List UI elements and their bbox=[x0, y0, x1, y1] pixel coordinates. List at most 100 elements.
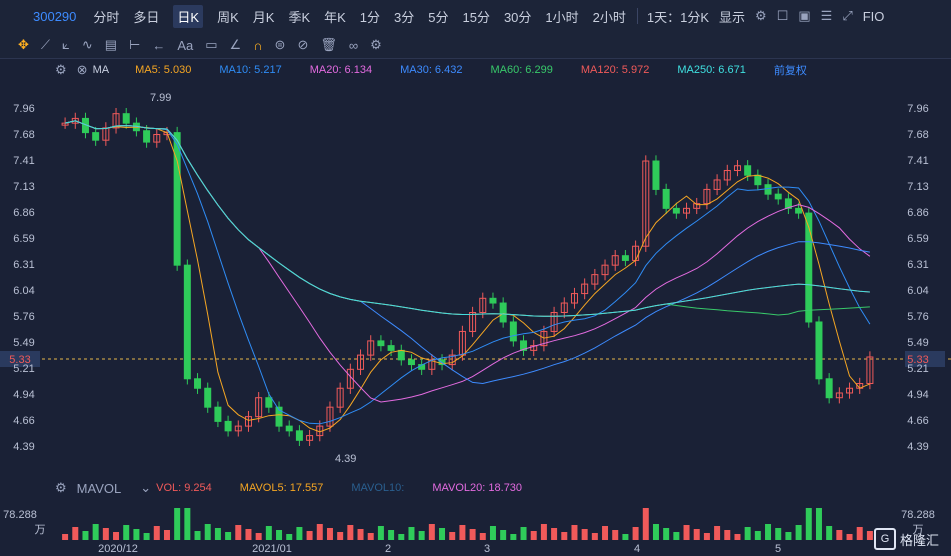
price-axis-right: 7.96 7.68 7.41 7.13 6.86 6.59 6.31 6.04 5.76 5.49… bbox=[907, 103, 928, 453]
candle-body bbox=[816, 322, 822, 379]
volume-bar bbox=[174, 508, 180, 540]
candle-body bbox=[622, 256, 628, 261]
mavol5-value: MAVOL5: 17.557 bbox=[240, 482, 324, 494]
volume-bar bbox=[327, 528, 333, 540]
volume-bar bbox=[684, 525, 690, 540]
watermark: G 格隆汇 bbox=[874, 528, 939, 550]
candle-body bbox=[398, 350, 404, 359]
price-tick-right: 4.94 bbox=[907, 389, 928, 401]
volume-bar bbox=[500, 530, 506, 540]
volume-bar bbox=[622, 534, 628, 540]
volume-bar bbox=[388, 530, 394, 540]
volume-bar bbox=[551, 528, 557, 540]
price-tick-left: 7.41 bbox=[13, 155, 34, 167]
candle-body bbox=[184, 265, 190, 379]
date-tick: 4 bbox=[634, 543, 640, 555]
volume-bar bbox=[673, 532, 679, 540]
volume-bar bbox=[184, 508, 190, 540]
volume-bar bbox=[195, 531, 201, 540]
price-tick-left: 5.76 bbox=[13, 311, 34, 323]
volume-bars bbox=[62, 508, 873, 540]
volume-bar bbox=[867, 531, 873, 540]
volume-bar bbox=[755, 531, 761, 540]
volume-bar bbox=[439, 528, 445, 540]
candle-body bbox=[653, 161, 659, 189]
candle-body bbox=[490, 298, 496, 303]
volume-bar bbox=[82, 531, 88, 540]
volume-bar bbox=[215, 528, 221, 540]
volume-bar bbox=[571, 525, 577, 540]
date-axis: 2020/12 2021/01 2 3 4 5 bbox=[98, 543, 781, 555]
price-tick-left: 6.31 bbox=[13, 259, 34, 271]
volume-bar bbox=[653, 524, 659, 540]
price-tick-left: 5.49 bbox=[13, 337, 34, 349]
candle-body bbox=[205, 388, 211, 407]
price-tick-right: 5.21 bbox=[907, 363, 928, 375]
volume-bar bbox=[449, 532, 455, 540]
date-tick: 2020/12 bbox=[98, 543, 138, 555]
volume-bar bbox=[317, 524, 323, 540]
candle-body bbox=[796, 208, 802, 213]
vol-value: VOL: 9.254 bbox=[156, 482, 212, 494]
volume-bar bbox=[643, 508, 649, 540]
candle-body bbox=[755, 175, 761, 184]
volume-bar bbox=[419, 531, 425, 540]
volume-bar bbox=[714, 526, 720, 540]
date-tick: 3 bbox=[484, 543, 490, 555]
price-tick-left: 4.94 bbox=[13, 389, 34, 401]
volume-bar bbox=[816, 508, 822, 540]
volume-bar bbox=[857, 527, 863, 540]
price-tick-left: 5.21 bbox=[13, 363, 34, 375]
volume-bar bbox=[113, 532, 119, 540]
volume-bar bbox=[582, 529, 588, 540]
candle-body bbox=[123, 114, 129, 123]
volume-bar bbox=[470, 529, 476, 540]
volume-bar bbox=[806, 508, 812, 540]
price-tick-left: 6.86 bbox=[13, 207, 34, 219]
price-tick-right: 5.49 bbox=[907, 337, 928, 349]
volume-bar bbox=[745, 527, 751, 540]
volume-bar bbox=[103, 528, 109, 540]
price-tick-right: 7.13 bbox=[907, 181, 928, 193]
volume-bar bbox=[408, 527, 414, 540]
volume-bar bbox=[133, 529, 139, 540]
candle-body bbox=[286, 426, 292, 431]
candle-body bbox=[388, 346, 394, 351]
volume-bar bbox=[72, 527, 78, 540]
price-tick-left: 6.04 bbox=[13, 285, 34, 297]
date-tick: 2 bbox=[385, 543, 391, 555]
vol-settings-icon[interactable]: ⚙ bbox=[55, 480, 67, 496]
volume-bar bbox=[785, 532, 791, 540]
volume-bar bbox=[796, 525, 802, 540]
volume-bar bbox=[775, 528, 781, 540]
volume-bar bbox=[694, 529, 700, 540]
candle-body bbox=[93, 133, 99, 141]
candle-body bbox=[500, 303, 506, 322]
candle-body bbox=[806, 213, 812, 322]
candle-body bbox=[826, 379, 832, 398]
volume-bar bbox=[358, 529, 364, 540]
volume-bar bbox=[510, 534, 516, 540]
volume-bar bbox=[205, 524, 211, 540]
volume-bar bbox=[521, 527, 527, 540]
volume-bar bbox=[276, 530, 282, 540]
date-tick: 5 bbox=[775, 543, 781, 555]
vol-collapse-icon[interactable]: ⌄ bbox=[140, 480, 151, 496]
price-tick-right: 7.41 bbox=[907, 155, 928, 167]
candle-body bbox=[378, 341, 384, 346]
volume-bar bbox=[459, 525, 465, 540]
volume-bar bbox=[724, 530, 730, 540]
vol-legend: ⚙ MAVOL ⌄ VOL: 9.254 MAVOL5: 17.557 MAVO… bbox=[0, 480, 951, 496]
mavol20-value: MAVOL20: 18.730 bbox=[432, 482, 522, 494]
price-tick-left: 7.68 bbox=[13, 129, 34, 141]
volume-bar bbox=[235, 525, 241, 540]
volume-bar bbox=[765, 524, 771, 540]
volume-bar bbox=[337, 532, 343, 540]
volume-bar bbox=[734, 534, 740, 540]
volume-bar bbox=[480, 533, 486, 540]
candle-body bbox=[215, 407, 221, 421]
candle-body bbox=[174, 133, 180, 266]
volume-bar bbox=[847, 534, 853, 540]
watermark-logo-icon: G bbox=[874, 528, 896, 550]
